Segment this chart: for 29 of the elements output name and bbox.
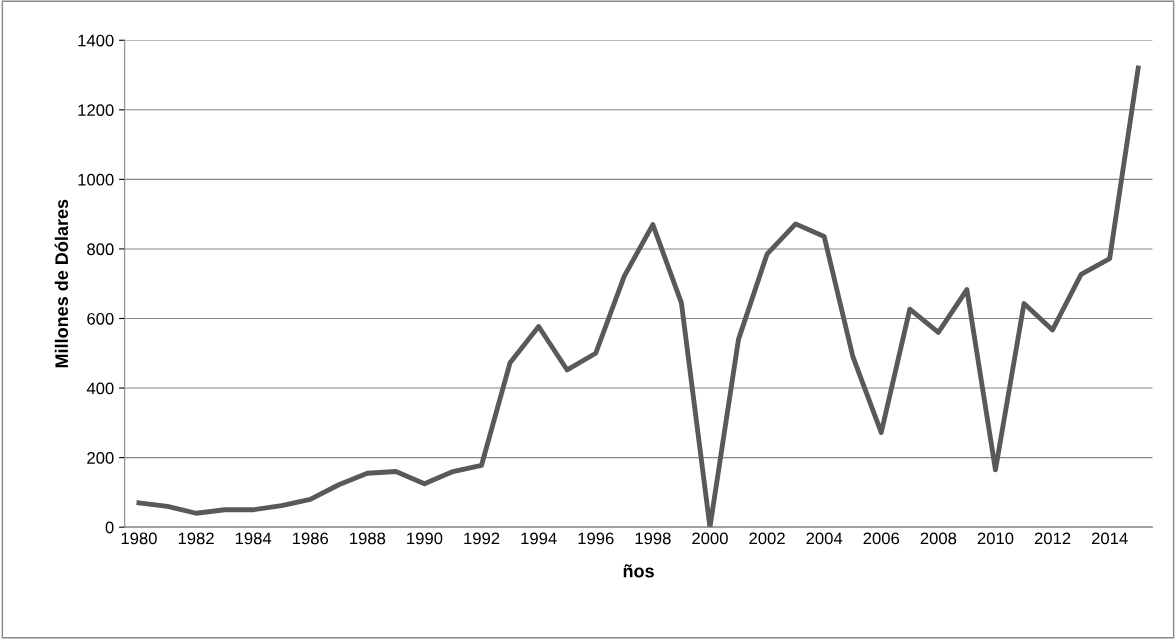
y-tick-label: 800 xyxy=(87,243,114,256)
x-tick-label: 2000 xyxy=(692,532,728,545)
y-tick-label: 200 xyxy=(87,452,114,464)
y-tick-label: 1200 xyxy=(78,104,114,117)
x-tick-label: 1986 xyxy=(292,532,329,545)
x-tick-label: 1998 xyxy=(635,532,671,545)
y-tick-label: 1400 xyxy=(78,34,114,47)
x-tick-label: 2004 xyxy=(806,532,843,545)
y-tick-label: 0 xyxy=(105,521,114,534)
y-tick-label: 400 xyxy=(86,382,114,395)
x-tick-label: 1992 xyxy=(464,532,500,545)
x-tick-label: 2012 xyxy=(1034,532,1071,545)
y-tick-label: 600 xyxy=(87,312,114,325)
y-tick-label: 1000 xyxy=(78,173,114,186)
x-tick-label: 2008 xyxy=(920,532,957,545)
x-tick-label: 1994 xyxy=(521,532,557,545)
x-tick-label: 1990 xyxy=(407,532,443,545)
line-series xyxy=(136,65,1141,528)
x-tick-label: 2010 xyxy=(977,532,1014,545)
x-tick-label: 1980 xyxy=(121,532,157,545)
x-tick-label: 2002 xyxy=(749,532,785,545)
x-tick-label: 1988 xyxy=(350,532,386,545)
x-tick-label: 1984 xyxy=(235,532,272,545)
y-axis-title: Millones de Dólares xyxy=(54,199,69,368)
x-tick-label: 2006 xyxy=(863,532,900,545)
x-tick-label: 1982 xyxy=(178,532,214,545)
x-axis-title: ños xyxy=(623,564,654,578)
x-tick-label: 1996 xyxy=(578,532,614,545)
x-tick-label: 2014 xyxy=(1091,532,1128,545)
